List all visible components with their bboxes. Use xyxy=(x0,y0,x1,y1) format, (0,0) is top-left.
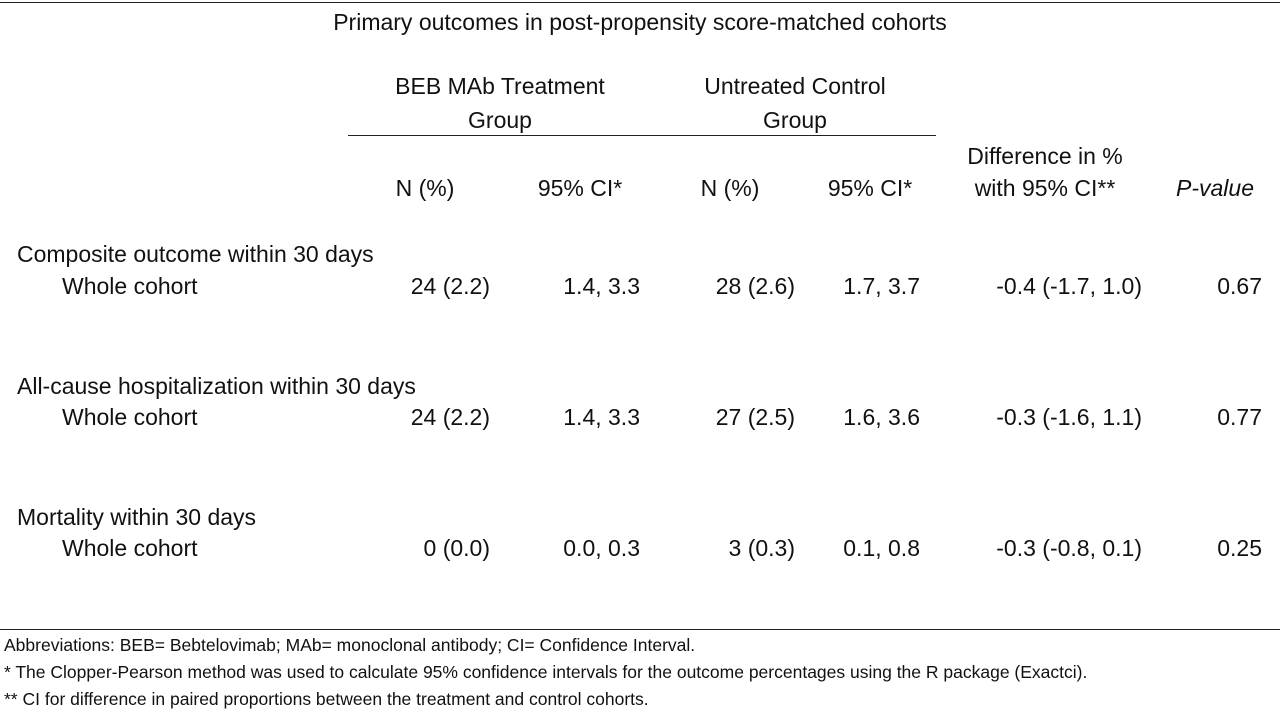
cell-ctrl-ci: 0.1, 0.8 xyxy=(843,535,920,561)
row-label: Whole cohort xyxy=(62,535,198,561)
control-group-header-line2: Group xyxy=(763,107,827,133)
footnote-clopper-pearson: * The Clopper-Pearson method was used to… xyxy=(4,662,1088,682)
cell-pvalue: 0.67 xyxy=(1217,273,1262,299)
col-header-n-pct-control: N (%) xyxy=(700,175,760,201)
cell-pvalue: 0.25 xyxy=(1217,535,1262,561)
col-header-difference-line2: with 95% CI** xyxy=(974,175,1116,201)
col-header-n-pct-treatment: N (%) xyxy=(395,175,455,201)
cell-diff: -0.4 (-1.7, 1.0) xyxy=(996,273,1142,299)
cell-diff: -0.3 (-0.8, 0.1) xyxy=(996,535,1142,561)
row-label: Whole cohort xyxy=(62,404,198,430)
cell-treat-ci: 1.4, 3.3 xyxy=(563,273,640,299)
cell-diff: -0.3 (-1.6, 1.1) xyxy=(996,404,1142,430)
cell-treat-n: 0 (0.0) xyxy=(423,535,490,561)
treatment-group-header-line1: BEB MAb Treatment xyxy=(395,73,605,99)
cell-ctrl-n: 3 (0.3) xyxy=(728,535,795,561)
top-rule xyxy=(0,2,1280,3)
col-header-difference-line1: Difference in % xyxy=(967,143,1123,169)
footnote-paired-proportions: ** CI for difference in paired proportio… xyxy=(4,689,649,709)
control-group-header-line1: Untreated Control xyxy=(704,73,886,99)
col-header-pvalue: P-value xyxy=(1176,175,1254,201)
cell-treat-ci: 1.4, 3.3 xyxy=(563,404,640,430)
cell-treat-n: 24 (2.2) xyxy=(410,273,490,299)
section-title-composite: Composite outcome within 30 days xyxy=(17,241,374,267)
footnote-abbreviations: Abbreviations: BEB= Bebtelovimab; MAb= m… xyxy=(4,635,696,655)
cell-pvalue: 0.77 xyxy=(1217,404,1262,430)
cell-treat-ci: 0.0, 0.3 xyxy=(563,535,640,561)
group-header-rule xyxy=(348,135,936,136)
section-title-mortality: Mortality within 30 days xyxy=(17,504,257,530)
col-header-ci-treatment: 95% CI* xyxy=(537,175,623,201)
cell-treat-n: 24 (2.2) xyxy=(410,404,490,430)
cell-ctrl-n: 28 (2.6) xyxy=(715,273,795,299)
table-title: Primary outcomes in post-propensity scor… xyxy=(333,9,947,35)
cell-ctrl-ci: 1.7, 3.7 xyxy=(843,273,920,299)
treatment-group-header-line2: Group xyxy=(468,107,532,133)
cell-ctrl-n: 27 (2.5) xyxy=(715,404,795,430)
col-header-ci-control: 95% CI* xyxy=(827,175,913,201)
section-title-hospitalization: All-cause hospitalization within 30 days xyxy=(17,373,416,399)
bottom-rule xyxy=(0,629,1280,630)
cell-ctrl-ci: 1.6, 3.6 xyxy=(843,404,920,430)
row-label: Whole cohort xyxy=(62,273,198,299)
